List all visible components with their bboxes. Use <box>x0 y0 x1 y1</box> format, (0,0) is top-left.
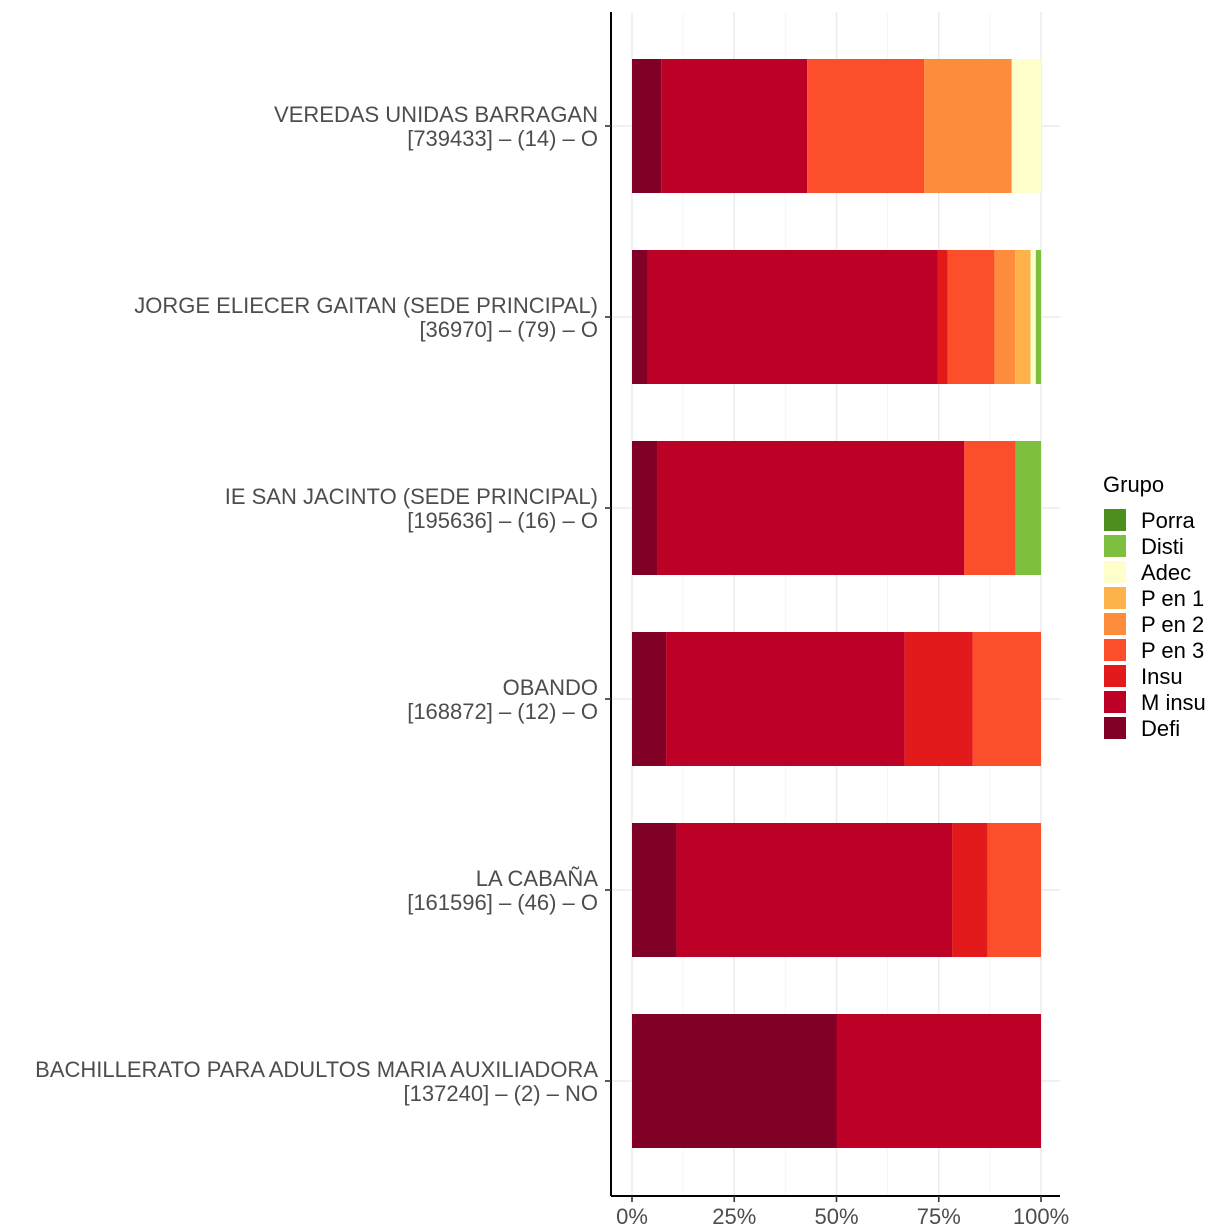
legend-label: Porra <box>1141 508 1196 533</box>
category-label-name: IE SAN JACINTO (SEDE PRINCIPAL) <box>225 484 598 509</box>
bar-segment-p-en-3 <box>947 250 995 384</box>
bar-segment-insu <box>937 250 948 384</box>
bar-segment-defi <box>632 1014 837 1148</box>
legend-key <box>1104 717 1126 739</box>
bar-segment-m-insu <box>666 632 905 766</box>
legend-label: P en 3 <box>1141 638 1204 663</box>
category-label-code: [137240] – (2) – NO <box>404 1081 598 1106</box>
axes <box>605 12 1060 1202</box>
category-labels: VEREDAS UNIDAS BARRAGAN [739433] – (14) … <box>35 102 598 1106</box>
bar-segment-defi <box>632 59 662 193</box>
bar-segment-p-en-3 <box>807 59 925 193</box>
bar-segment-p-en-3 <box>964 441 1016 575</box>
bar-segment-insu <box>952 823 988 957</box>
legend-label: P en 2 <box>1141 612 1204 637</box>
legend-key <box>1104 613 1126 635</box>
legend-key <box>1104 639 1126 661</box>
legend-key <box>1104 535 1126 557</box>
legend-label: P en 1 <box>1141 586 1204 611</box>
bar-segment-p-en-2 <box>994 250 1016 384</box>
bar-segment-defi <box>632 441 658 575</box>
bar-segment-p-en-1 <box>1015 250 1031 384</box>
x-tick-label: 75% <box>917 1204 961 1229</box>
bar-segment-p-en-3 <box>987 823 1041 957</box>
legend-key <box>1104 561 1126 583</box>
bar-segment-adec <box>1030 250 1036 384</box>
category-label-name: VEREDAS UNIDAS BARRAGAN <box>274 102 598 127</box>
legend-label: Insu <box>1141 664 1183 689</box>
bar-segment-m-insu <box>657 441 965 575</box>
bar-segment-insu <box>904 632 973 766</box>
category-label-code: [168872] – (12) – O <box>407 699 598 724</box>
legend-key <box>1104 665 1126 687</box>
category-label-code: [195636] – (16) – O <box>407 508 598 533</box>
bar-segment-defi <box>632 250 648 384</box>
bar-segment-m-insu <box>661 59 808 193</box>
category-label-name: LA CABAÑA <box>476 866 599 891</box>
bar-segment-disti <box>1035 250 1042 384</box>
legend-title: Grupo <box>1103 472 1164 497</box>
x-tick-label: 25% <box>712 1204 756 1229</box>
bar-segment-m-insu <box>676 823 953 957</box>
bar-segment-disti <box>1015 441 1041 575</box>
category-label-name: BACHILLERATO PARA ADULTOS MARIA AUXILIAD… <box>35 1057 598 1082</box>
legend-label: Disti <box>1141 534 1184 559</box>
category-label-code: [739433] – (14) – O <box>407 126 598 151</box>
category-label-code: [161596] – (46) – O <box>407 890 598 915</box>
x-tick-labels: 0% 25% 50% 75% 100% <box>616 1204 1069 1229</box>
bar-segment-adec <box>1011 59 1041 193</box>
category-label-code: [36970] – (79) – O <box>419 317 598 342</box>
bar-segment-m-insu <box>836 1014 1041 1148</box>
legend-key <box>1104 691 1126 713</box>
bar-segment-p-en-3 <box>972 632 1041 766</box>
bar-segment-defi <box>632 823 677 957</box>
legend-label: Adec <box>1141 560 1191 585</box>
x-tick-label: 100% <box>1013 1204 1069 1229</box>
bar-segment-m-insu <box>647 250 938 384</box>
legend-key <box>1104 509 1126 531</box>
legend-label: M insu <box>1141 690 1206 715</box>
bars <box>632 59 1042 1148</box>
category-label-name: JORGE ELIECER GAITAN (SEDE PRINCIPAL) <box>134 293 598 318</box>
bar-segment-defi <box>632 632 667 766</box>
x-tick-label: 50% <box>814 1204 858 1229</box>
bar-segment-p-en-2 <box>924 59 1012 193</box>
legend-label: Defi <box>1141 716 1180 741</box>
category-label-name: OBANDO <box>503 675 598 700</box>
legend-key <box>1104 587 1126 609</box>
x-tick-label: 0% <box>616 1204 648 1229</box>
